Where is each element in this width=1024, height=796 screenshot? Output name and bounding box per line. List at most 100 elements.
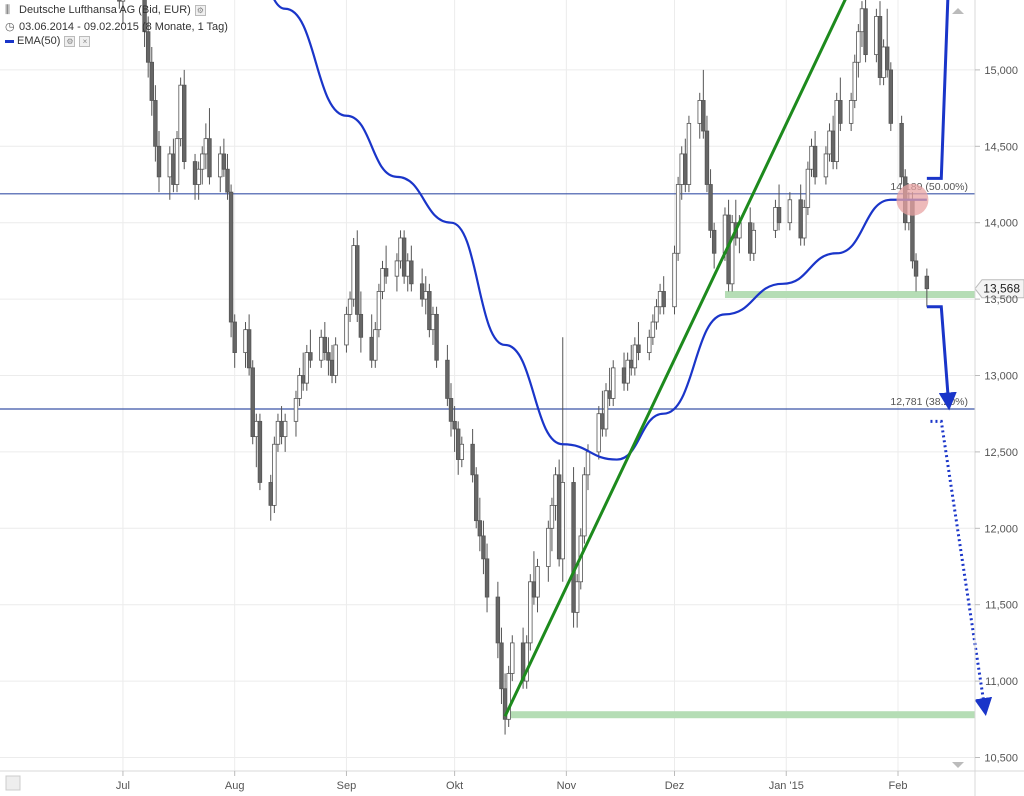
candle-body	[805, 168, 811, 208]
candle-body	[812, 145, 818, 178]
ema-legend-label: EMA(50)	[17, 35, 61, 47]
candle-body	[373, 329, 378, 361]
candle	[499, 627, 504, 705]
candle	[232, 314, 237, 368]
candle	[221, 138, 227, 177]
candle	[625, 352, 630, 391]
candle-body	[279, 420, 284, 438]
candle-body	[600, 413, 605, 430]
y-tick-label: 11,000	[985, 676, 1018, 688]
candle-body	[701, 100, 706, 132]
chart-title: ⫼ Deutsche Lufthansa AG (Bid, EUR) ⚙	[5, 4, 206, 17]
candle	[145, 16, 151, 78]
candle	[812, 131, 818, 185]
candle-body	[556, 474, 562, 560]
candle	[661, 276, 666, 315]
candle-body	[207, 138, 212, 178]
candle	[358, 291, 364, 353]
candle	[802, 199, 807, 246]
candle	[506, 665, 511, 727]
candle	[300, 352, 306, 391]
y-tick-label: 14,500	[984, 141, 1018, 153]
x-tick-label: Aug	[225, 780, 245, 792]
x-tick-label: Okt	[446, 780, 463, 792]
candle	[369, 314, 374, 368]
candle	[308, 329, 313, 368]
candle-body	[798, 199, 803, 239]
candle-body	[398, 237, 403, 262]
candle	[729, 215, 735, 292]
indicator-close-icon[interactable]: ×	[79, 35, 91, 47]
candle-body	[192, 161, 198, 185]
candle	[827, 123, 832, 162]
candle-body	[830, 130, 836, 162]
candle-body	[380, 268, 385, 292]
candle	[405, 253, 410, 292]
y-tick-label: 11,500	[985, 600, 1018, 612]
candle	[560, 337, 565, 582]
ema-line	[273, 0, 927, 461]
candle-body	[481, 535, 486, 560]
candle	[322, 322, 328, 361]
support-zones	[505, 291, 975, 719]
scroll-up-icon	[952, 8, 964, 14]
candle	[672, 245, 677, 315]
candle	[434, 306, 439, 368]
candle-body	[877, 16, 883, 78]
candle	[852, 54, 857, 109]
candle-body	[852, 61, 857, 101]
indicator-legend: EMA(50) ⚙ ×	[5, 35, 91, 47]
candle-body	[603, 390, 609, 430]
candle	[167, 146, 173, 200]
candle-body	[704, 130, 710, 185]
candle-body	[156, 145, 162, 178]
candle-body	[477, 520, 483, 537]
candle-body	[654, 306, 659, 323]
candle-body	[510, 642, 515, 674]
candle-body	[167, 153, 173, 178]
candle-body	[546, 527, 551, 567]
candle-body	[434, 313, 439, 361]
candle	[711, 222, 717, 269]
candle	[459, 436, 465, 468]
candle-body	[304, 352, 309, 384]
candle	[430, 306, 436, 345]
candle	[549, 497, 555, 552]
settings-icon[interactable]: ⚙	[194, 4, 206, 16]
candle-body	[650, 321, 656, 338]
candle-body	[885, 46, 890, 71]
candle	[117, 0, 122, 9]
candle-body	[326, 352, 331, 361]
arrow-up	[926, 0, 950, 180]
candle-body	[120, 0, 126, 2]
candle-body	[621, 367, 627, 384]
candle-body	[243, 329, 248, 353]
candle	[329, 344, 335, 384]
candle	[319, 329, 324, 368]
candle	[553, 467, 558, 521]
candle-body	[319, 336, 324, 361]
candle-body	[535, 566, 540, 598]
candle	[192, 153, 198, 200]
candle-body	[899, 122, 904, 178]
corner-handle-icon	[5, 775, 21, 791]
candle	[830, 115, 836, 170]
candle	[899, 115, 904, 185]
y-tick-label: 12,500	[984, 447, 1018, 459]
candle-body	[376, 291, 382, 331]
candle	[582, 467, 587, 544]
candle-body	[369, 336, 374, 361]
last-price-label: 13,568	[983, 282, 1020, 296]
indicator-settings-icon[interactable]: ⚙	[64, 35, 76, 47]
clock-icon: ◷	[5, 21, 15, 33]
candle-body	[178, 84, 183, 140]
candle	[773, 199, 778, 238]
candle-body	[272, 443, 277, 506]
arrow-down-dotted	[930, 419, 993, 716]
candle	[924, 268, 930, 307]
candle-body	[913, 260, 919, 277]
candle-body	[445, 359, 450, 399]
y-tick-label: 15,000	[984, 65, 1018, 77]
candle-body	[322, 336, 328, 353]
